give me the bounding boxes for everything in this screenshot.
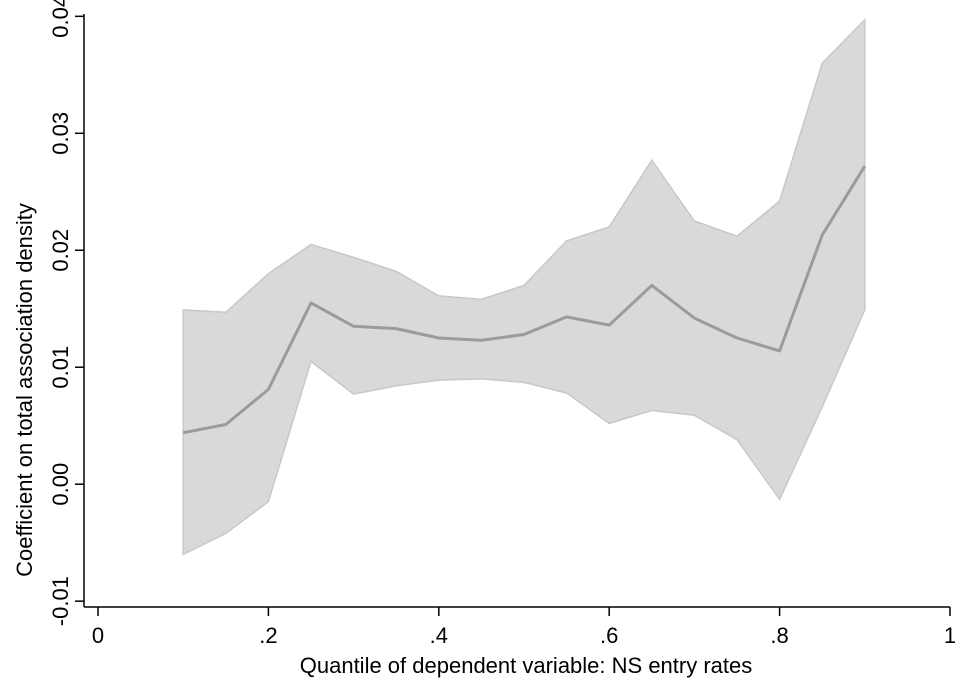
x-tick-label: 0: [92, 623, 104, 648]
x-tick-label: .4: [430, 623, 448, 648]
ticks: 0 .2 .4 .6 .8 1 -0.01 0.00 0.01 0.02 0.03 0.04: [48, 0, 956, 648]
x-tick-label: .6: [600, 623, 618, 648]
y-tick-label: 0.02: [48, 229, 73, 272]
axes: [83, 14, 950, 608]
y-tick-label: 0.00: [48, 463, 73, 506]
x-axis-title: Quantile of dependent variable: NS entry…: [300, 653, 753, 678]
x-tick-label: .8: [770, 623, 788, 648]
y-tick-label: 0.03: [48, 112, 73, 155]
plot-area: [182, 17, 867, 556]
x-tick-label: .2: [259, 623, 277, 648]
x-tick-label: 1: [944, 623, 956, 648]
confidence-band: [182, 17, 866, 556]
estimate-line: [182, 165, 867, 435]
y-tick-label: 0.01: [48, 346, 73, 389]
y-axis-title: Coefficient on total association density: [12, 203, 37, 577]
y-tick-label: 0.04: [48, 0, 73, 38]
y-tick-label: -0.01: [48, 576, 73, 626]
